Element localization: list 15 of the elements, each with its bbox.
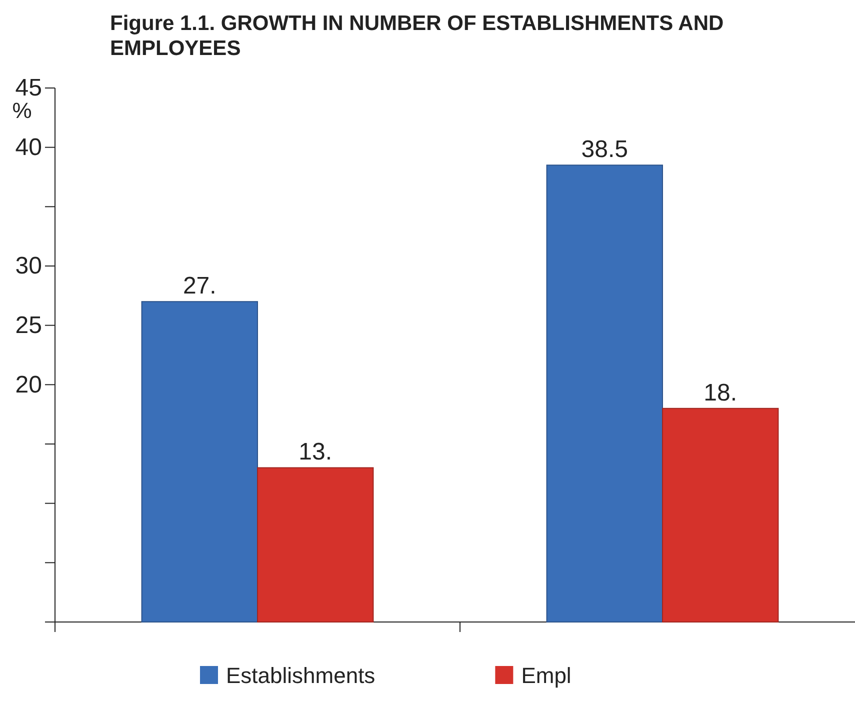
bar [141,301,258,622]
data-label: 13. [298,438,332,466]
y-tick-label: 30 [15,252,42,280]
legend-label: Establishments [226,663,376,688]
data-label: 18. [704,379,738,406]
y-tick-label: 25 [15,312,42,340]
legend-label: Empl [521,663,572,688]
bar [662,408,779,622]
data-label: 27. [182,272,216,300]
bar [257,467,374,622]
bar [546,164,663,622]
y-tick-label: 40 [15,134,42,162]
data-label: 38.5 [581,136,628,164]
y-tick-label: 20 [15,371,42,398]
chart-title: Figure 1.1. GROWTH IN NUMBER OF ESTABLISHMENTS AND EMPLOYEES [110,12,724,60]
